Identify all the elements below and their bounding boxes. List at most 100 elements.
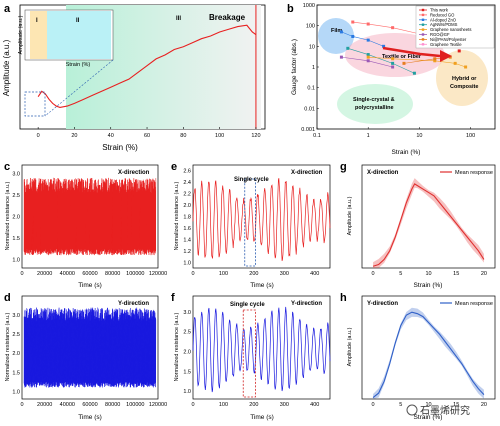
panel-d: d Y-direction Time (s) Normalized resist… [4,292,167,421]
panel-d-direction: Y-direction [118,301,149,307]
panel-a-xlabel: Strain (%) [102,143,138,152]
gauge-point [433,57,437,61]
c-xtick-label: 100000 [126,271,144,277]
legend-marker [421,33,425,36]
d-ytick-label: 2.5 [12,332,20,338]
panel-g-legend-label: Mean response [455,170,493,176]
gauge-point [346,46,350,50]
d-xtick-label: 60000 [82,402,97,408]
panel-e-ylabel: Normalized resistance (a.u.) [174,181,180,250]
h-xtick-label: 10 [425,402,431,408]
legend-marker [421,38,425,41]
f-resistance-trace [192,306,331,393]
panel-e-xlabel: Time (s) [250,282,274,289]
e-xtick-label: 300 [280,271,289,277]
panel-h-legend-label: Mean response [455,301,493,307]
e-ytick-label: 1.2 [183,249,191,255]
gauge-point [382,44,386,48]
f-ytick-label: 1.0 [183,389,191,395]
panel-f-frame [192,295,331,400]
e-ytick-label: 1.4 [183,237,191,243]
panel-d-label: d [4,292,11,304]
panel-g-label: g [340,161,347,173]
c-xtick-label: 80000 [105,271,120,277]
panel-b-xtick-label: 1 [367,133,370,139]
zoom-connector [44,59,114,117]
inset-stage-one [30,11,47,59]
legend-label: Al-doped ZnO [430,17,457,22]
c-ytick-label: 2.5 [12,193,20,199]
d-xtick-label: 80000 [105,402,120,408]
textile-label: Textile or Fiber [382,54,422,60]
panel-d-xlabel: Time (s) [78,414,102,421]
d-ytick-label: 1.0 [12,389,20,395]
panel-a-xtick-label: 120 [251,133,260,139]
d-xtick-label: 20000 [37,402,52,408]
gauge-point [464,65,468,69]
panel-f-ylabel: Normalized resistance (a.u.) [174,312,180,381]
f-ytick-label: 1.5 [183,369,191,375]
f-xtick-label: 100 [219,402,228,408]
panel-b-ytick-label: 0.001 [301,127,315,133]
f-xtick-label: 300 [280,402,289,408]
h-xtick-label: 20 [481,402,487,408]
panel-b-xtick-label: 10 [416,133,422,139]
panel-b-xtick-label: 0.1 [313,133,321,139]
h-xtick-label: 15 [453,402,459,408]
gauge-point [412,71,416,75]
single-label-2: polycrystalline [355,105,394,111]
d-xtick-label: 100000 [126,402,144,408]
d-ytick-label: 1.5 [12,370,20,376]
e-ytick-label: 1.0 [183,260,191,266]
c-ytick-label: 3.0 [12,172,20,178]
panel-b-legend-box [415,5,495,49]
panel-g-xlabel: Strain (%) [414,282,443,289]
stage-three-label: III [176,16,181,22]
panel-h: h Y-direction Mean response Strain (%) A… [340,292,496,421]
panel-b-xtick-label: 100 [466,133,475,139]
panel-b-ytick-label: 100 [306,24,315,30]
gauge-point [391,57,395,61]
legend-marker [421,8,425,12]
hybrid-label-2: Composite [450,84,478,90]
inset-ylabel: Amplitude (a.u.) [18,15,24,54]
legend-label: Graphene Textile [430,42,462,47]
c-xtick-label: 0 [20,271,23,277]
g-xtick-label: 0 [372,271,375,277]
gauge-point [366,53,370,57]
panel-b-ytick-label: 0.01 [304,106,315,112]
f-xtick-label: 0 [191,402,194,408]
panel-g-direction: X-direction [367,170,399,176]
gauge-point [391,61,395,65]
f-xtick-label: 200 [249,402,258,408]
f-single-cycle-box [242,309,256,398]
e-resistance-trace [192,178,331,261]
e-single-cycle-box [244,178,256,267]
panel-a-xtick-label: 80 [180,133,186,139]
legend-label: AgNWs/PDMS [430,22,458,27]
e-ytick-label: 2.6 [183,169,191,175]
hybrid-region [436,50,488,106]
c-ytick-label: 1.0 [12,257,20,263]
panel-c: c X-direction Time (s) Normalized resist… [4,161,167,289]
e-ytick-label: 1.8 [183,215,191,221]
f-ytick-label: 3.0 [183,310,191,316]
panel-a-label: a [4,3,11,15]
d-ytick-label: 3.0 [12,313,20,319]
e-xtick-label: 400 [310,271,319,277]
panel-h-xlabel: Strain (%) [414,414,443,421]
gauge-point [448,55,452,59]
gauge-point [453,61,457,65]
panel-a: a I II III Strain (%) Amplitude (a.u.) B… [2,3,266,152]
panel-c-xlabel: Time (s) [78,282,102,289]
legend-label: This work [430,8,449,13]
legend-marker [421,43,425,46]
f-ytick-label: 2.0 [183,349,191,355]
gauge-point [391,26,395,30]
inset-stage-two [47,11,111,59]
single-label-1: Single-crystal & [353,97,395,103]
e-ytick-label: 2.2 [183,192,191,198]
panel-f-cycle-label: Single cycle [230,302,265,308]
g-xtick-label: 5 [399,271,402,277]
panel-g-frame [361,164,496,269]
